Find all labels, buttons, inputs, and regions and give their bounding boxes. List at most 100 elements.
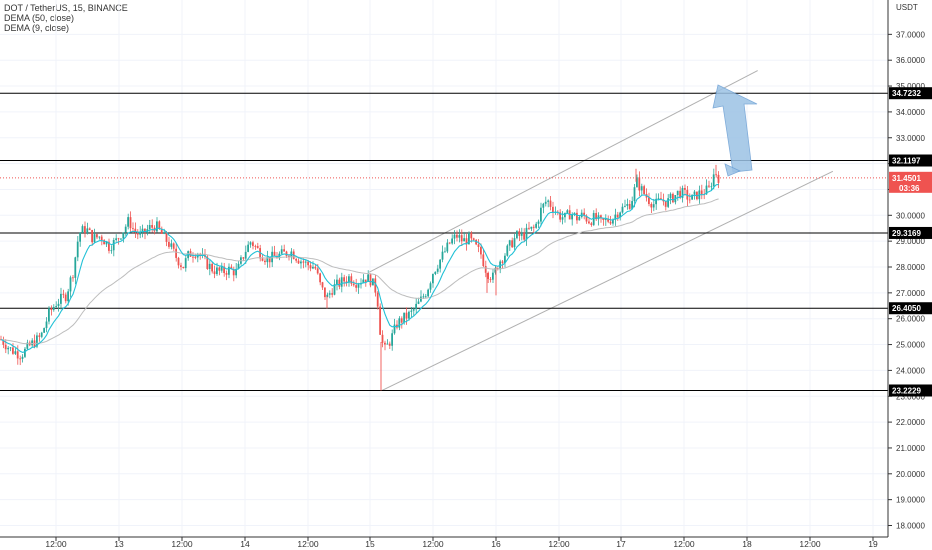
candle-body [110,250,113,252]
candle-body [55,306,57,308]
candle-body [136,232,139,235]
candle-body [324,287,326,298]
candle-body [156,221,158,232]
candle-body [129,217,132,229]
candle-body [348,276,350,283]
big-up-arrow [712,84,758,173]
candle-body [172,243,175,249]
candle-body [141,228,144,233]
candle-body [542,203,545,208]
candle-body [424,296,427,298]
price-tick-label: 21.0000 [896,444,925,453]
candle-body [405,312,408,319]
dema-50-line [0,198,719,345]
candle-body [122,232,125,239]
candle-body [223,266,225,274]
candle-body [134,228,137,233]
small-arrow [724,163,741,177]
price-tick-label: 27.0000 [896,289,925,298]
candle-body [304,261,307,263]
candle-body [48,308,50,322]
candle-body [468,232,470,245]
candle-body [211,263,213,272]
candle-body [280,249,283,254]
time-axis[interactable]: 12:00 13 12:00 14 12:00 15 12:00 16 12:00 17 12:00… [0,536,888,549]
candle-body [559,212,561,220]
candle-body [640,186,643,191]
candle-body [708,185,710,187]
candle-body [604,218,607,220]
indicator-dema-50: DEMA (50, close) [4,13,75,23]
current-price-label: 31.4501 [892,174,921,183]
candle-body [684,188,686,190]
candle-body [715,174,717,176]
candle-body [434,271,437,275]
candle-body [81,226,84,233]
candle-body [549,200,552,207]
candle-body [256,246,259,249]
candle-body [501,261,504,263]
candle-body [648,197,650,204]
candle-body [321,282,324,288]
candle-body [448,242,451,244]
candle-body [564,212,566,218]
candle-body [170,243,173,247]
candle-body [345,281,348,283]
indicator-dema-9: DEMA (9, close) [4,23,70,33]
price-tick-label: 22.0000 [896,418,925,427]
level-badge-label: 26.4050 [892,304,921,313]
candle-body [525,227,528,240]
candle-body [254,245,257,247]
price-tick-label: 30.0000 [896,211,925,220]
candle-body [636,177,638,188]
candle-body [206,256,209,269]
candle-body [117,238,120,240]
candle-body [199,254,201,256]
currency-label: USDT [896,3,918,12]
symbol-title: DOT / TetherUS, 15, BINANCE [4,3,128,13]
candle-body [367,274,369,282]
candle-body [314,266,317,269]
candle-body [585,215,588,222]
candle-body [340,277,343,287]
candle-body [679,190,681,198]
candle-body [225,273,228,275]
candle-body [616,214,619,218]
candle-body [19,358,21,360]
candle-body [72,277,74,279]
level-badge-label: 34.7232 [892,89,921,98]
candle-body [247,244,249,252]
candle-body [43,328,45,333]
candle-body [165,232,168,242]
candle-body [391,333,393,346]
candle-body [482,254,485,267]
candle-body [182,266,185,269]
candle-body [583,212,585,216]
candle-body [712,174,715,187]
price-tick-label: 23.0000 [896,392,925,401]
candle-body [96,234,98,238]
candle-body [175,248,177,258]
candle-body [163,232,165,234]
candle-body [93,234,96,243]
time-tick-label: 16 [491,539,501,549]
price-axis[interactable]: USDT 18.0000 19.0000 20.0000 21.0000 22.0000… [887,0,932,550]
candle-body [552,206,554,213]
candle-body [192,256,194,258]
candle-body [252,242,254,246]
candle-body [686,189,689,200]
level-badge [889,226,932,239]
candle-body [213,271,216,275]
candle-body [271,251,273,263]
candles [0,164,720,391]
candle-body [688,199,691,201]
candle-body [513,238,516,248]
candle-body [168,241,170,247]
candle-body [381,334,384,343]
price-tick-label: 33.0000 [896,134,925,143]
candle-body [103,240,105,245]
candle-body [50,308,53,311]
price-tick-label: 19.0000 [896,496,925,505]
candle-body [319,273,321,283]
